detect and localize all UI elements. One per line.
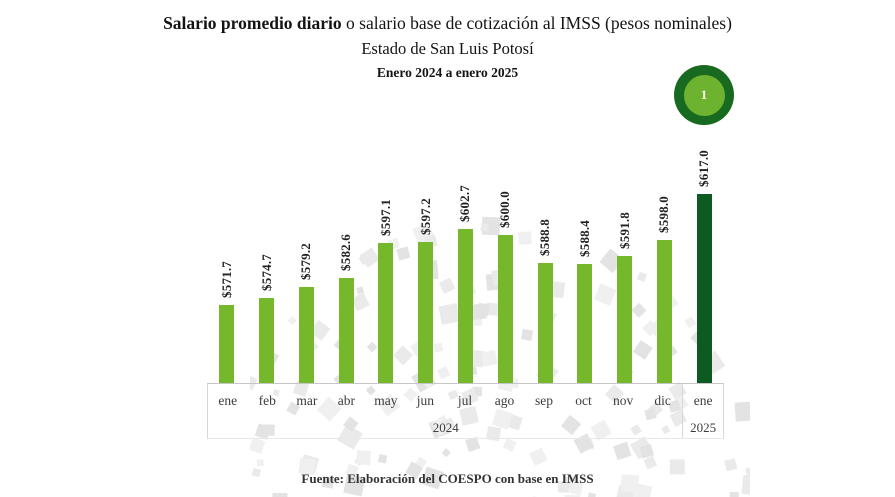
page-number: 1 <box>683 74 725 116</box>
bar-cell: $582.6 <box>326 137 366 383</box>
bar <box>537 263 553 383</box>
bar <box>617 255 633 383</box>
bar <box>457 228 473 383</box>
axis-row: ene feb mar abr may jun jul ago sep oct nov dic ene 2… <box>207 383 724 439</box>
month-label: oct <box>575 393 592 408</box>
bar-value-label: $602.7 <box>457 184 473 222</box>
page-number-badge: 1 <box>674 65 734 125</box>
subtitle: Estado de San Luis Potosí <box>361 38 534 58</box>
bar-cell: $579.2 <box>287 137 327 383</box>
bar <box>577 263 593 383</box>
month-label: abr <box>337 393 355 408</box>
bar-cell: $591.8 <box>605 137 645 383</box>
bar-value-label: $588.8 <box>537 219 552 256</box>
bar <box>338 278 354 383</box>
month-label: ago <box>494 393 515 408</box>
bar-value-label: $597.2 <box>417 198 433 236</box>
bar-value-label: $598.0 <box>656 196 672 234</box>
bar-cell: $598.0 <box>644 137 684 383</box>
bar-cell: $571.7 <box>207 137 247 383</box>
bar <box>418 242 434 383</box>
month-label: jun <box>416 393 435 408</box>
bar <box>219 305 235 383</box>
bar <box>696 193 712 383</box>
month-label: feb <box>258 393 276 408</box>
footer-source: Fuente: Elaboración del COESPO con base … <box>301 471 594 486</box>
bar-cell: $588.4 <box>565 137 605 383</box>
bar <box>259 297 275 383</box>
month-label: dic <box>654 393 671 408</box>
month-label: sep <box>535 393 554 408</box>
bar-cell: $600.0 <box>485 137 525 383</box>
bar <box>378 242 394 383</box>
bar-cell: $602.7 <box>446 137 486 383</box>
bar-cell: $597.1 <box>366 137 406 383</box>
month-label: nov <box>612 393 634 408</box>
year-label-2025: 2025 <box>690 420 717 435</box>
title-block: Salario promedio diario o salario base d… <box>0 12 895 81</box>
bar-cell: $617.0 <box>684 137 724 383</box>
bar-value-label: $588.4 <box>576 219 592 257</box>
bar-value-label: $597.1 <box>377 198 393 236</box>
bar <box>298 286 314 383</box>
month-label: mar <box>296 393 318 408</box>
month-label: ene <box>682 384 723 438</box>
bar-value-label: $582.6 <box>338 234 354 272</box>
bar <box>656 240 672 383</box>
bar-chart: $571.7 $574.7 $579.2 $582.6 $597.1 $597.2 $602… <box>207 137 724 383</box>
title-rest: o salario base de cotización al IMSS (pe… <box>341 13 732 33</box>
bar-value-label: $574.7 <box>258 253 274 291</box>
month-label: jul <box>457 393 473 408</box>
bar-value-label: $571.7 <box>218 261 234 298</box>
bar-cell: $597.2 <box>406 137 446 383</box>
month-label: may <box>374 393 398 408</box>
bar-value-label: $600.0 <box>497 191 513 229</box>
bar-value-label: $617.0 <box>696 149 712 187</box>
month-label: ene <box>218 393 238 408</box>
title-bold: Salario promedio diario <box>163 13 342 33</box>
date-range: Enero 2024 a enero 2025 <box>376 64 519 80</box>
bar-value-label: $591.8 <box>616 211 632 249</box>
bar <box>497 235 513 383</box>
year-label-2024: 2024 <box>432 420 459 435</box>
bar-value-label: $579.2 <box>298 242 314 280</box>
page-title: Salario promedio diario o salario base d… <box>0 12 895 36</box>
bar-cell: $588.8 <box>525 137 565 383</box>
bar-cell: $574.7 <box>247 137 287 383</box>
